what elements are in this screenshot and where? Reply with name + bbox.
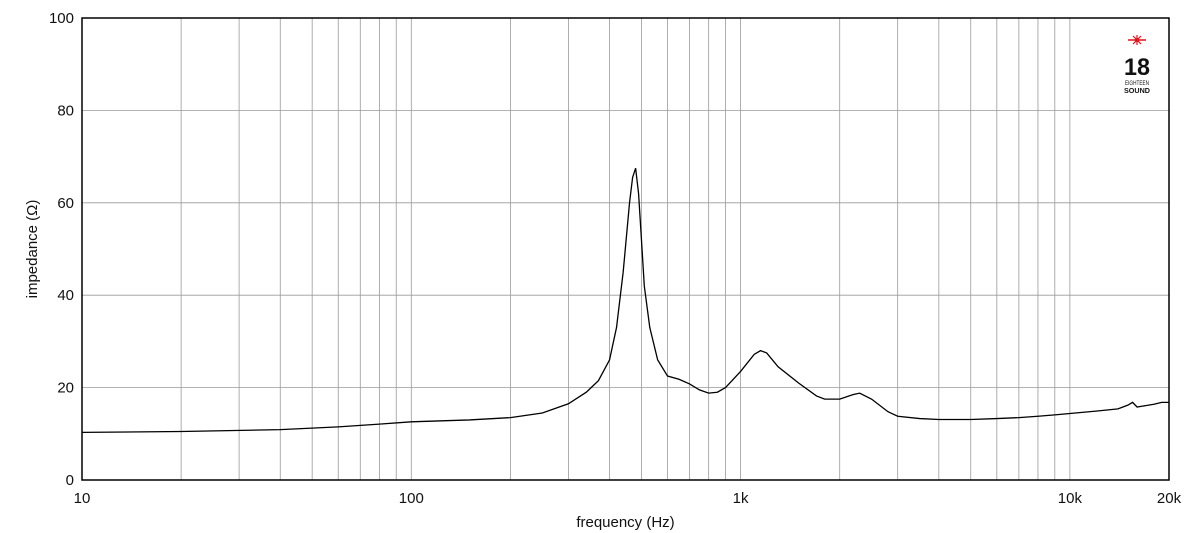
y-tick-label: 60: [57, 195, 74, 212]
x-tick-label: 1k: [733, 490, 749, 507]
y-tick-label: 80: [57, 102, 74, 119]
x-axis-ticks: 10 100 1k 10k 20k: [74, 490, 1182, 507]
y-axis-title: impedance (Ω): [24, 200, 41, 299]
y-tick-label: 100: [49, 10, 74, 27]
x-tick-label: 20k: [1157, 490, 1182, 507]
star-icon: [1128, 35, 1146, 45]
logo-number: 18: [1124, 54, 1150, 81]
y-axis-ticks: 0 20 40 60 80 100: [49, 10, 74, 489]
plot-frame: [81, 17, 1170, 481]
logo-subtext: EIGHTEEN: [1125, 81, 1149, 87]
logo-word: SOUND: [1124, 86, 1151, 95]
y-tick-label: 20: [57, 380, 74, 397]
x-tick-label: 10k: [1058, 490, 1083, 507]
impedance-curve: [81, 167, 1169, 434]
x-tick-label: 10: [74, 490, 91, 507]
x-tick-label: 100: [399, 490, 424, 507]
y-tick-label: 40: [57, 287, 74, 304]
x-axis-title: frequency (Hz): [576, 514, 674, 531]
eighteen-sound-logo: 18 EIGHTEEN SOUND: [1124, 35, 1151, 95]
y-tick-label: 0: [66, 472, 74, 489]
